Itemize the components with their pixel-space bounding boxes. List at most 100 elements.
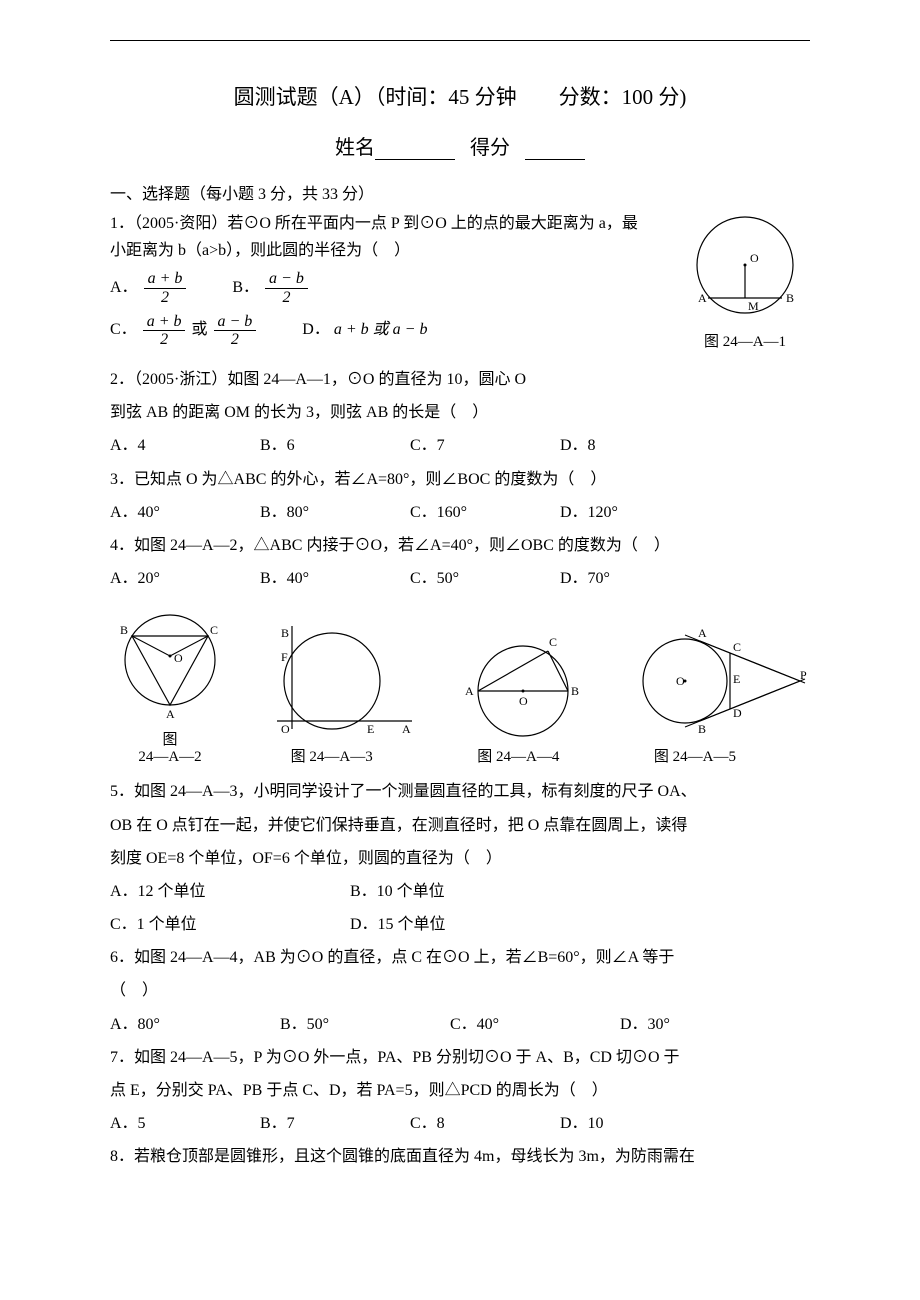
fig3-b: B [281,626,289,640]
q2-l1: 2．（2005·浙江）如图 24—A—1，⊙O 的直径为 10，圆心 O [110,366,810,393]
q2-b: B．6 [260,432,370,459]
fig1-m: M [748,299,759,313]
q1-a-den: 2 [144,289,187,307]
q6-b: B．50° [280,1011,410,1038]
q1-c2-num: a − b [214,313,257,332]
fig5-o: O [676,674,685,688]
q2-l2: 到弦 AB 的距离 OM 的长为 3，则弦 AB 的长是（ ） [110,399,810,426]
q6-c: C．40° [450,1011,580,1038]
q1-options-row2: C． a + b2 或 a − b2 D． a + b 或 a − b [110,313,650,349]
q3-d: D．120° [560,499,618,526]
figure-24-a-4: O A B C 图 24—A—4 [453,621,593,766]
q3-options: A．40° B．80° C．160° D．120° [110,499,810,526]
fig5-a: A [698,626,707,640]
q5-c: C．1 个单位 [110,911,310,938]
q1-opt-d: D． a + b 或 a − b [302,321,427,338]
figure-24-a-3: O A B E F 图 24—A—3 [267,621,417,766]
fig4-b: B [571,684,579,698]
label-name: 姓名 [335,137,375,159]
q5-l3: 刻度 OE=8 个单位，OF=6 个单位，则圆的直径为（ ） [110,845,810,872]
q1-block: 1．（2005·资阳）若⊙O 所在平面内一点 P 到⊙O 上的点的最大距离为 a… [110,210,810,360]
fig2-a: A [166,707,175,721]
fig4-a: A [465,684,474,698]
figure-24-a-5: O A B C D E P 图 24—A—5 [630,621,810,766]
q1-a-label: A． [110,279,138,296]
q5-d: D．15 个单位 [350,911,446,938]
q2-c: C．7 [410,432,520,459]
q6-a: A．80° [110,1011,240,1038]
q4-b: B．40° [260,565,370,592]
q1-c1-num: a + b [143,313,186,332]
q4-a: A．20° [110,565,220,592]
q5-l2: OB 在 O 点钉在一起，并使它们保持垂直，在测直径时，把 O 点靠在圆周上，读… [110,812,810,839]
q5-options-1: A．12 个单位 B．10 个单位 [110,878,810,905]
figure-24-a-2: O A B C 图 24—A—2 [110,604,230,766]
fig1-o: O [750,251,759,265]
q1-d-label: D． [302,321,330,338]
q3-a: A．40° [110,499,220,526]
q4-text: 4．如图 24—A—2，△ABC 内接于⊙O，若∠A=40°，则∠OBC 的度数… [110,532,810,559]
blank-name [375,139,455,160]
fig2-b: B [120,623,128,637]
figure-24-a-1: O A B M 图 24—A—1 [680,210,810,351]
q2-options: A．4 B．6 C．7 D．8 [110,432,810,459]
fig4-c: C [549,635,557,649]
q6-l1: 6．如图 24—A—4，AB 为⊙O 的直径，点 C 在⊙O 上，若∠B=60°… [110,944,810,971]
q4-c: C．50° [410,565,520,592]
section-1-header: 一、选择题（每小题 3 分，共 33 分） [110,180,810,204]
fig1-svg: O A B M [680,210,810,325]
q1-c2-den: 2 [214,331,257,349]
figure-row: O A B C 图 24—A—2 O A B E F 图 24—A—3 [110,604,810,766]
q1-b-label: B． [232,279,259,296]
q5-b: B．10 个单位 [350,878,445,905]
q7-d: D．10 [560,1110,604,1137]
fig4-caption: 图 24—A—4 [453,745,583,766]
q5-a: A．12 个单位 [110,878,310,905]
fig2-c: C [210,623,218,637]
q6-l2: （ ） [110,977,810,1004]
q1-text: 1．（2005·资阳）若⊙O 所在平面内一点 P 到⊙O 上的点的最大距离为 a… [110,210,650,264]
q7-a: A．5 [110,1110,220,1137]
q1-opt-a: A． a + b2 [110,279,192,296]
fig5-d: D [733,706,742,720]
fig5-c: C [733,640,741,654]
fig3-e: E [367,722,374,736]
q3-c: C．160° [410,499,520,526]
q7-l1: 7．如图 24—A—5，P 为⊙O 外一点，PA、PB 分别切⊙O 于 A、B，… [110,1044,810,1071]
q1-c1-den: 2 [143,331,186,349]
q1-opt-c: C． a + b2 或 a − b2 [110,321,262,338]
fig3-caption: 图 24—A—3 [267,745,397,766]
q1-c-label: C． [110,321,137,338]
q8-text: 8．若粮仓顶部是圆锥形，且这个圆锥的底面直径为 4m，母线长为 3m，为防雨需在 [110,1143,810,1170]
q4-d: D．70° [560,565,610,592]
q5-l1: 5．如图 24—A—3，小明同学设计了一个测量圆直径的工具，标有刻度的尺子 OA… [110,778,810,805]
fig1-b: B [786,291,794,305]
q1-options-row1: A． a + b2 B． a − b2 [110,270,650,306]
blank-score [525,139,585,160]
fig1-caption: 图 24—A—1 [680,330,810,351]
q1-c-or: 或 [191,321,207,338]
q1-d-text: a + b 或 a − b [334,321,428,338]
fig3-f: F [281,650,288,664]
q7-options: A．5 B．7 C．8 D．10 [110,1110,810,1137]
q3-b: B．80° [260,499,370,526]
fig5-e: E [733,672,740,686]
fig2-o: O [174,651,183,665]
fig5-caption: 图 24—A—5 [630,745,760,766]
q1-a-num: a + b [144,270,187,289]
fig2-caption: 图 24—A—2 [110,728,230,766]
top-rule [110,40,810,41]
fig5-p: P [800,668,807,682]
q1-opt-b: B． a − b2 [232,279,309,296]
q7-b: B．7 [260,1110,370,1137]
q6-options: A．80° B．50° C．40° D．30° [110,1011,810,1038]
q4-options: A．20° B．40° C．50° D．70° [110,565,810,592]
q6-d: D．30° [620,1011,670,1038]
q5-options-2: C．1 个单位 D．15 个单位 [110,911,810,938]
q2-a: A．4 [110,432,220,459]
q3-text: 3．已知点 O 为△ABC 的外心，若∠A=80°，则∠BOC 的度数为（ ） [110,466,810,493]
fig1-a: A [698,291,707,305]
fig3-a: A [402,722,411,736]
q2-d: D．8 [560,432,596,459]
q7-c: C．8 [410,1110,520,1137]
